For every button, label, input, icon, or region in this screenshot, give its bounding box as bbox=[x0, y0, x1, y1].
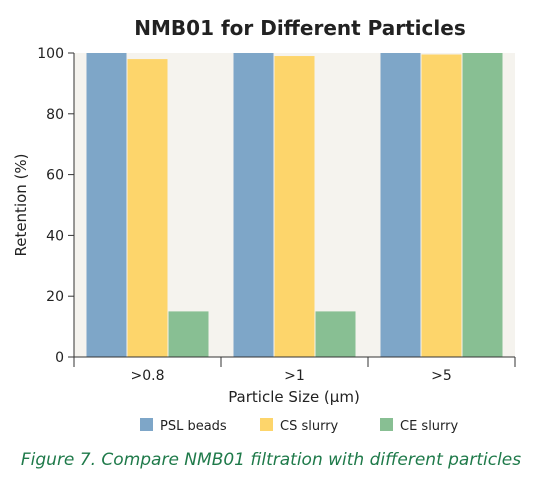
bar-psl-beads-1 bbox=[86, 53, 127, 357]
bar-psl-beads-2 bbox=[233, 53, 274, 357]
y-tick-label: 20 bbox=[46, 289, 64, 305]
x-axis-label: Particle Size (μm) bbox=[228, 388, 360, 406]
legend-label: CE slurry bbox=[400, 419, 459, 434]
x-tick-label: >1 bbox=[284, 368, 305, 384]
bar-cs-slurry-2 bbox=[274, 56, 315, 357]
legend: PSL beads CS slurry CE slurry bbox=[140, 418, 459, 434]
figure-caption: Figure 7. Compare NMB01 filtration with … bbox=[20, 450, 522, 470]
bar-ce-slurry-1 bbox=[168, 311, 209, 357]
bars-layer bbox=[86, 53, 503, 358]
legend-label: PSL beads bbox=[160, 419, 227, 434]
x-tick-label: >5 bbox=[431, 368, 452, 384]
bar-ce-slurry-2 bbox=[315, 311, 356, 357]
bar-chart: NMB01 for Different Particles 0 20 40 60 80 1… bbox=[12, 16, 516, 434]
legend-swatch-ce-slurry bbox=[380, 418, 393, 431]
bar-cs-slurry-1 bbox=[127, 59, 168, 358]
bar-psl-beads-3 bbox=[380, 53, 421, 357]
x-tick-label: >0.8 bbox=[131, 368, 165, 384]
y-tick-label: 40 bbox=[46, 228, 64, 244]
y-tick-label: 100 bbox=[37, 46, 64, 62]
chart-title: NMB01 for Different Particles bbox=[134, 16, 465, 40]
y-tick-label: 60 bbox=[46, 168, 64, 184]
y-axis-label: Retention (%) bbox=[12, 153, 30, 256]
legend-swatch-cs-slurry bbox=[260, 418, 273, 431]
legend-swatch-psl-beads bbox=[140, 418, 153, 431]
legend-label: CS slurry bbox=[280, 419, 339, 434]
y-tick-label: 80 bbox=[46, 107, 64, 123]
bar-cs-slurry-3 bbox=[421, 54, 462, 358]
y-tick-label: 0 bbox=[55, 350, 64, 366]
axes-layer: 0 20 40 60 80 100 >0.8 >1 >5 bbox=[37, 46, 516, 384]
bar-ce-slurry-3 bbox=[462, 53, 503, 357]
